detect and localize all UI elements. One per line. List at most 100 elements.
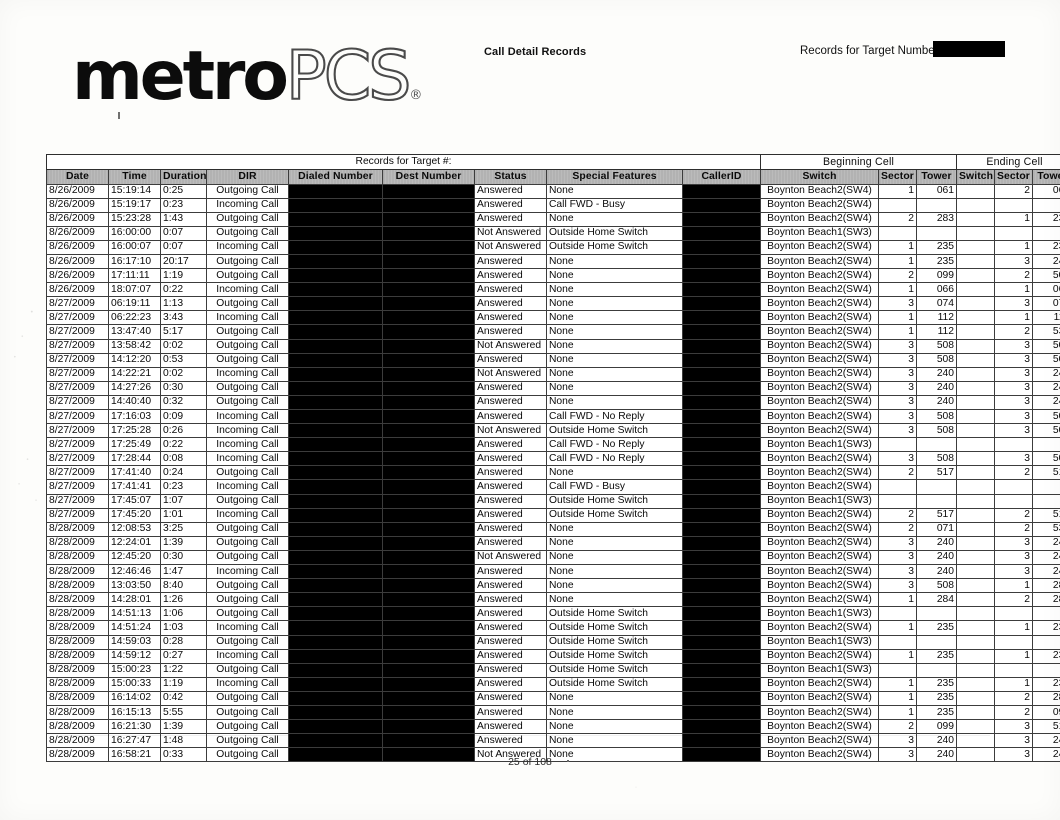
cell-time[interactable]: 14:28:01 — [108, 592, 161, 608]
cell-date[interactable]: 8/27/2009 — [46, 394, 109, 411]
cell-status[interactable]: Not Answered — [474, 225, 547, 241]
cell-date[interactable]: 8/28/2009 — [46, 747, 109, 763]
cell-beginning-switch[interactable]: Boynton Beach2(SW4) — [760, 338, 879, 354]
cell-ending-switch[interactable] — [956, 747, 995, 763]
cell-ending-sector[interactable]: 3 — [994, 366, 1033, 382]
cell-special-features[interactable]: None — [546, 183, 683, 199]
cell-ending-tower[interactable] — [1031, 662, 1060, 678]
cell-duration[interactable]: 1:39 — [160, 535, 207, 551]
table-row[interactable]: 8/27/2009 14:22:21 0:02 Incoming Call Not An… — [46, 366, 1060, 382]
cell-beginning-switch[interactable]: Boynton Beach1(SW3) — [760, 634, 879, 650]
cell-beginning-switch[interactable]: Boynton Beach2(SW4) — [760, 451, 879, 467]
cell-date[interactable]: 8/26/2009 — [46, 253, 109, 270]
cell-beginning-tower[interactable]: 066 — [916, 282, 957, 298]
cell-special-features[interactable]: None — [546, 324, 683, 340]
cell-special-features[interactable]: Call FWD - No Reply — [546, 451, 683, 467]
cell-date[interactable]: 8/28/2009 — [46, 634, 109, 650]
cell-status[interactable]: Answered — [474, 253, 547, 270]
cell-beginning-switch[interactable]: Boynton Beach2(SW4) — [760, 352, 879, 368]
cell-special-features[interactable]: None — [546, 310, 683, 326]
cell-beginning-tower[interactable]: 240 — [916, 564, 957, 580]
cell-ending-sector[interactable]: 3 — [994, 394, 1033, 411]
cell-date[interactable]: 8/26/2009 — [46, 268, 109, 284]
cell-ending-switch[interactable] — [956, 493, 995, 509]
cell-ending-tower[interactable]: 074 — [1031, 296, 1060, 312]
cell-ending-switch[interactable] — [956, 535, 995, 551]
cell-date[interactable]: 8/27/2009 — [46, 493, 109, 509]
cell-duration[interactable]: 20:17 — [160, 253, 207, 270]
cell-ending-switch[interactable] — [956, 592, 995, 608]
cell-beginning-sector[interactable]: 2 — [878, 521, 917, 537]
cell-ending-sector[interactable]: 2 — [994, 704, 1033, 721]
table-row[interactable]: 8/26/2009 15:19:17 0:23 Incoming Call Answer… — [46, 197, 1060, 213]
table-row[interactable]: 8/26/2009 17:11:11 1:19 Outgoing Call Answer… — [46, 268, 1060, 284]
cell-ending-sector[interactable]: 1 — [994, 620, 1033, 636]
cell-duration[interactable]: 3:43 — [160, 310, 207, 326]
cell-beginning-switch[interactable]: Boynton Beach1(SW3) — [760, 662, 879, 678]
table-row[interactable]: 8/28/2009 15:00:23 1:22 Outgoing Call Answer… — [46, 662, 1060, 678]
cell-beginning-tower[interactable]: 235 — [916, 676, 957, 692]
cell-ending-switch[interactable] — [956, 690, 995, 706]
cell-ending-sector[interactable]: 1 — [994, 676, 1033, 692]
table-row[interactable]: 8/28/2009 16:27:47 1:48 Outgoing Call Answer… — [46, 733, 1060, 749]
cell-status[interactable]: Answered — [474, 437, 547, 453]
cell-date[interactable]: 8/28/2009 — [46, 662, 109, 678]
table-row[interactable]: 8/28/2009 14:51:24 1:03 Incoming Call Answer… — [46, 620, 1060, 636]
cell-duration[interactable]: 0:42 — [160, 690, 207, 706]
cell-date[interactable]: 8/27/2009 — [46, 338, 109, 354]
cell-dir[interactable]: Outgoing Call — [206, 704, 289, 721]
cell-special-features[interactable]: None — [546, 338, 683, 354]
cell-ending-switch[interactable] — [956, 268, 995, 284]
cell-beginning-sector[interactable]: 2 — [878, 268, 917, 284]
cell-beginning-sector[interactable]: 1 — [878, 592, 917, 608]
table-row[interactable]: 8/28/2009 12:08:53 3:25 Outgoing Call Answer… — [46, 521, 1060, 537]
cell-ending-switch[interactable] — [956, 578, 995, 594]
cell-beginning-switch[interactable]: Boynton Beach2(SW4) — [760, 423, 879, 439]
cell-ending-sector[interactable]: 2 — [994, 183, 1033, 199]
cell-status[interactable]: Answered — [474, 648, 547, 664]
cell-dir[interactable]: Outgoing Call — [206, 535, 289, 551]
cell-duration[interactable]: 1:47 — [160, 564, 207, 580]
cell-ending-tower[interactable]: 508 — [1031, 423, 1060, 439]
cell-beginning-tower[interactable] — [916, 225, 957, 241]
cell-beginning-tower[interactable] — [916, 197, 957, 213]
cell-ending-switch[interactable] — [956, 253, 995, 270]
cell-duration[interactable]: 0:24 — [160, 465, 207, 481]
cell-ending-switch[interactable] — [956, 662, 995, 678]
cell-ending-sector[interactable] — [994, 606, 1033, 622]
cell-date[interactable]: 8/26/2009 — [46, 197, 109, 213]
cell-duration[interactable]: 1:19 — [160, 676, 207, 692]
cell-date[interactable]: 8/28/2009 — [46, 521, 109, 537]
cell-beginning-sector[interactable]: 3 — [878, 408, 917, 425]
cell-ending-sector[interactable]: 2 — [994, 592, 1033, 608]
cell-ending-switch[interactable] — [956, 380, 995, 396]
cell-beginning-tower[interactable]: 235 — [916, 239, 957, 255]
cell-special-features[interactable]: None — [546, 211, 683, 227]
cell-time[interactable]: 14:51:24 — [108, 620, 161, 636]
cell-time[interactable]: 18:07:07 — [108, 282, 161, 298]
cell-dir[interactable]: Outgoing Call — [206, 465, 289, 481]
cell-beginning-tower[interactable]: 283 — [916, 211, 957, 227]
table-row[interactable]: 8/28/2009 14:59:03 0:28 Outgoing Call Answer… — [46, 634, 1060, 650]
cell-beginning-tower[interactable] — [916, 606, 957, 622]
cell-duration[interactable]: 0:30 — [160, 380, 207, 396]
cell-time[interactable]: 14:22:21 — [108, 366, 161, 382]
cell-ending-tower[interactable]: 284 — [1031, 592, 1060, 608]
cell-ending-sector[interactable]: 1 — [994, 648, 1033, 664]
cell-special-features[interactable]: None — [546, 366, 683, 382]
cell-ending-sector[interactable]: 3 — [994, 380, 1033, 396]
cell-ending-switch[interactable] — [956, 183, 995, 199]
cell-special-features[interactable]: None — [546, 282, 683, 298]
cell-ending-tower[interactable] — [1031, 493, 1060, 509]
cell-ending-sector[interactable] — [994, 662, 1033, 678]
cell-status[interactable]: Answered — [474, 676, 547, 692]
column-header-special-features[interactable]: Special Features — [546, 169, 683, 185]
cell-duration[interactable]: 0:22 — [160, 282, 207, 298]
cell-time[interactable]: 15:23:28 — [108, 211, 161, 227]
cell-beginning-sector[interactable]: 1 — [878, 183, 917, 199]
table-row[interactable]: 8/27/2009 17:16:03 0:09 Incoming Call Answer… — [46, 408, 1060, 425]
cell-status[interactable]: Answered — [474, 592, 547, 608]
cell-special-features[interactable]: Outside Home Switch — [546, 606, 683, 622]
cell-ending-sector[interactable]: 2 — [994, 507, 1033, 523]
cell-ending-tower[interactable]: 240 — [1031, 380, 1060, 396]
